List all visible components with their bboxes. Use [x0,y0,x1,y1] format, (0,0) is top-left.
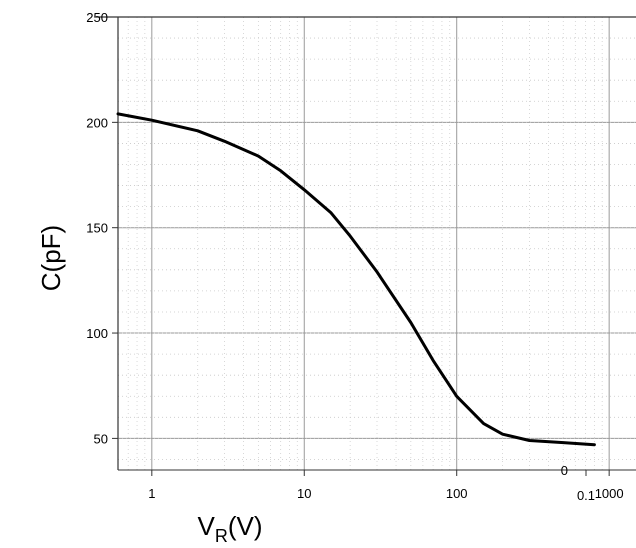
second-y-tick-label: 0 [561,463,568,478]
series-point [117,113,119,115]
series-point [593,443,596,446]
series-point [376,271,378,273]
series-point [528,439,531,442]
series-point [562,441,565,444]
x-tick-label: 1 [148,486,155,501]
series-point [482,422,485,425]
series-line [116,112,596,447]
series-point [279,170,282,172]
y-axis-title: C(pF) [36,225,66,291]
series-point [303,188,306,191]
series-point [257,155,260,157]
y-tick-label: 200 [86,115,108,130]
x-axis-ticks: 1 10 100 1000 [148,470,624,501]
x-tick-label: 10 [297,486,311,501]
y-axis-ticks: 50 100 150 200 250 [86,10,118,446]
series-point [223,140,226,143]
x-axis-title-tail: (V) [228,511,263,541]
y-tick-label: 50 [94,431,108,446]
series-point [330,212,332,214]
series-group [116,112,596,447]
series-point [455,395,458,398]
series-point [501,433,504,435]
x-axis-title: VR(V) [197,511,262,546]
second-panel: 0.10 [561,463,632,503]
second-x-tick-label: 0.1 [577,488,595,503]
series-point [151,119,153,122]
series-point [349,235,351,237]
y-tick-label: 100 [86,326,108,341]
x-axis-title-main: V [197,511,215,541]
series-point [196,129,199,132]
series-point [410,321,412,324]
y-tick-label: 150 [86,221,108,236]
x-axis-title-sub: R [215,526,228,546]
x-tick-label: 1000 [595,486,624,501]
x-tick-label: 100 [446,486,468,501]
series-point [432,359,434,362]
y-tick-label: 250 [86,10,108,25]
plot-frame [96,16,636,471]
